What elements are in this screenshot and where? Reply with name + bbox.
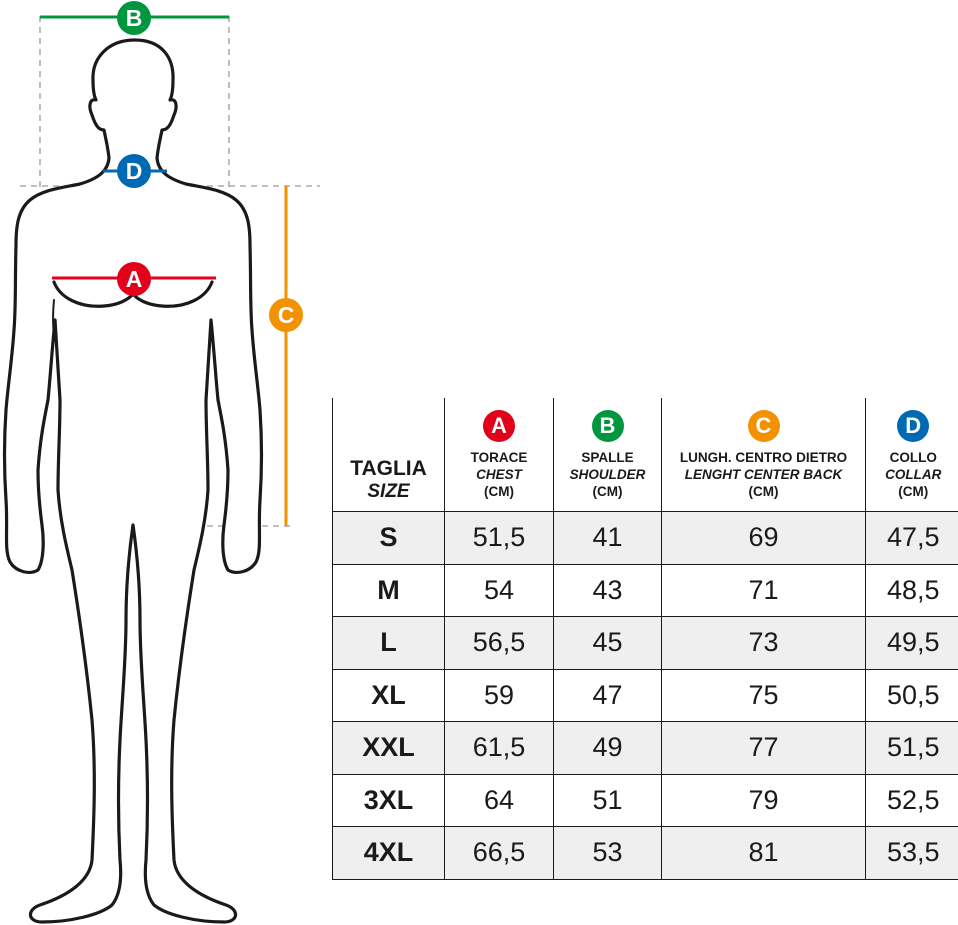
value-cell-d: 53,5 [865, 826, 958, 880]
value-cell-c: 75 [661, 668, 866, 722]
column-label-en: LENGHT CENTER BACK [684, 467, 843, 483]
size-cell: S [332, 511, 445, 565]
size-table: TAGLIA SIZE A TORACE CHEST (CM) B SPALLE SHOUL… [332, 398, 958, 880]
column-badge-b: B [591, 410, 624, 443]
marker-circle-b [117, 1, 151, 35]
column-label-en: COLLAR [885, 467, 942, 483]
value-cell-c: 73 [661, 616, 866, 670]
size-cell: XL [332, 668, 445, 722]
column-header-b: B SPALLE SHOULDER (CM) [553, 398, 662, 512]
table-body: S 51,5 41 69 47,5 M 54 43 71 48,5 L 56,5 45 73 49,5 XL 5… [332, 511, 958, 880]
column-label-it: SPALLE [581, 450, 634, 466]
column-unit: (CM) [484, 484, 514, 500]
value-cell-d: 52,5 [865, 773, 958, 827]
size-cell: L [332, 616, 445, 670]
value-cell-a: 51,5 [444, 511, 554, 565]
marker-badge-d: D [117, 154, 151, 188]
column-unit: (CM) [748, 484, 779, 500]
size-cell: M [332, 563, 445, 617]
column-badge-d: D [897, 410, 930, 443]
table-row: 3XL 64 51 79 52,5 [332, 773, 958, 827]
marker-badge-b: B [117, 1, 151, 35]
value-cell-b: 43 [553, 563, 662, 617]
value-cell-b: 41 [553, 511, 662, 565]
value-cell-c: 71 [661, 563, 866, 617]
marker-letter-a: A [126, 266, 143, 292]
value-cell-c: 81 [661, 826, 866, 880]
value-cell-c: 79 [661, 773, 866, 827]
size-cell: 3XL [332, 773, 445, 827]
size-cell: 4XL [332, 826, 445, 880]
value-cell-d: 49,5 [865, 616, 958, 670]
column-badge-c: C [747, 410, 780, 443]
value-cell-a: 64 [444, 773, 554, 827]
column-header-c: C LUNGH. CENTRO DIETRO LENGHT CENTER BACK(… [661, 398, 866, 512]
table-header-row: TAGLIA SIZE A TORACE CHEST (CM) B SPALLE SHOUL… [332, 398, 958, 512]
value-cell-c: 69 [661, 511, 866, 565]
column-header-a: A TORACE CHEST (CM) [444, 398, 554, 512]
value-cell-a: 56,5 [444, 616, 554, 670]
marker-circle-a [117, 262, 151, 296]
table-row: L 56,5 45 73 49,5 [332, 616, 958, 670]
table-row: 4XL 66,5 53 81 53,5 [332, 826, 958, 880]
size-column-header: TAGLIA SIZE [332, 398, 445, 512]
table-row: S 51,5 41 69 47,5 [332, 511, 958, 565]
value-cell-b: 51 [553, 773, 662, 827]
marker-letter-d: D [126, 158, 143, 184]
marker-badge-c: C [269, 298, 303, 332]
value-cell-a: 66,5 [444, 826, 554, 880]
column-unit: (CM) [592, 484, 623, 500]
table-row: M 54 43 71 48,5 [332, 563, 958, 617]
column-label-it: COLLO [889, 450, 937, 466]
value-cell-a: 59 [444, 668, 554, 722]
marker-badge-a: A [117, 262, 151, 296]
value-cell-b: 53 [553, 826, 662, 880]
marker-letter-c: C [278, 302, 295, 328]
marker-letter-b: B [126, 5, 143, 31]
human-silhouette [2, 38, 264, 924]
value-cell-b: 47 [553, 668, 662, 722]
table-row: XXL 61,5 49 77 51,5 [332, 721, 958, 775]
column-label-it: LUNGH. CENTRO DIETRO [679, 450, 848, 466]
marker-badges: A B C D [117, 1, 303, 332]
value-cell-b: 45 [553, 616, 662, 670]
size-header-en: SIZE [367, 481, 410, 502]
value-cell-c: 77 [661, 721, 866, 775]
value-cell-d: 50,5 [865, 668, 958, 722]
value-cell-b: 49 [553, 721, 662, 775]
value-cell-d: 48,5 [865, 563, 958, 617]
column-header-d: D COLLO COLLAR (CM) [865, 398, 958, 512]
marker-circle-c [269, 298, 303, 332]
table-row: XL 59 47 75 50,5 [332, 668, 958, 722]
marker-circle-d [117, 154, 151, 188]
value-cell-d: 51,5 [865, 721, 958, 775]
column-label-en: CHEST [476, 467, 522, 483]
size-header-it: TAGLIA [350, 456, 427, 480]
column-label-it: TORACE [470, 450, 528, 466]
value-cell-a: 61,5 [444, 721, 554, 775]
size-cell: XXL [332, 721, 445, 775]
column-label-en: SHOULDER [569, 467, 646, 483]
column-unit: (CM) [898, 484, 929, 500]
value-cell-a: 54 [444, 563, 554, 617]
column-badge-a: A [483, 410, 515, 443]
value-cell-d: 47,5 [865, 511, 958, 565]
